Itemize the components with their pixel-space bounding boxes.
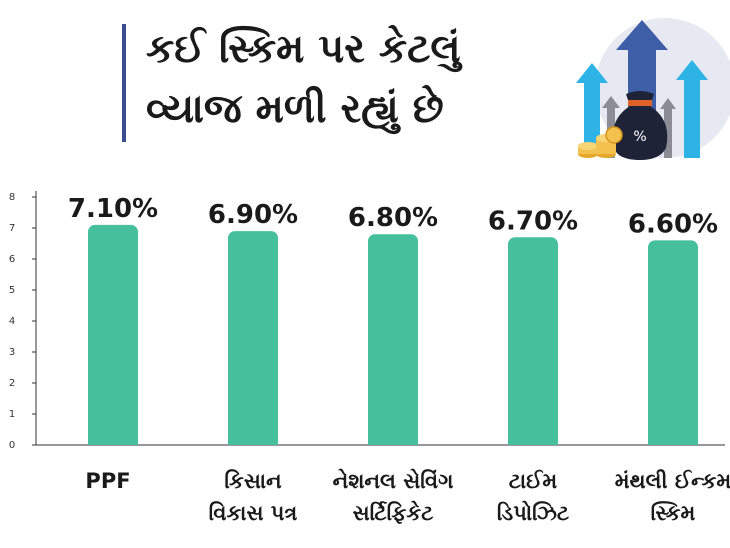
y-tick-label: 5 bbox=[9, 285, 15, 296]
bar-base bbox=[508, 437, 558, 445]
y-tick-label: 2 bbox=[9, 378, 15, 389]
up-arrow-icon bbox=[576, 63, 608, 156]
percent-symbol: % bbox=[633, 129, 646, 145]
x-tick-label-line: ડિપોઝિટ bbox=[496, 501, 570, 525]
y-tick-label: 0 bbox=[9, 440, 15, 451]
bar bbox=[228, 231, 278, 445]
page-title-line-2: વ્યાજ મળી રહ્યું છે bbox=[146, 86, 444, 132]
interest-growth-illustration: % bbox=[576, 18, 730, 160]
up-arrow-icon bbox=[676, 60, 708, 158]
bar bbox=[648, 240, 698, 445]
bar bbox=[88, 224, 138, 445]
coins-icon bbox=[578, 126, 623, 158]
bar bbox=[508, 237, 558, 445]
x-tick-label-line: વિકાસ પત્ર bbox=[208, 501, 298, 525]
interest-rate-bar-chart: 0 1 2 3 4 5 6 7 8 7.10% 6.90% 6.80% 6.70% 6.60% bbox=[9, 191, 725, 451]
bar-value-label: 6.60% bbox=[628, 209, 718, 239]
y-tick-label: 8 bbox=[9, 192, 15, 203]
y-tick-label: 1 bbox=[9, 409, 15, 420]
bar-value-label: 6.70% bbox=[488, 206, 578, 236]
x-tick-label-line: સ્કિમ bbox=[650, 501, 696, 525]
x-tick-label: નેશનલ સેવિંગ સર્ટિફિકેટ bbox=[323, 465, 463, 529]
bar-value-label: 6.90% bbox=[208, 200, 298, 230]
bar-base bbox=[88, 437, 138, 445]
page-title-line-1: કઈ સ્કિમ પર કેટલું bbox=[146, 26, 461, 72]
x-tick-label-line: મંથલી ઈન્કમ bbox=[614, 469, 730, 493]
x-tick-label-line: નેશનલ સેવિંગ bbox=[332, 469, 454, 493]
bar-base bbox=[228, 437, 278, 445]
x-tick-label-line: સર્ટિફિકેટ bbox=[352, 501, 434, 525]
x-tick-label: PPF bbox=[38, 465, 178, 497]
bar-value-label: 6.80% bbox=[348, 203, 438, 233]
bar-base bbox=[648, 437, 698, 445]
y-tick-label: 7 bbox=[9, 223, 15, 234]
x-tick-label: કિસાન વિકાસ પત્ર bbox=[183, 465, 323, 529]
y-tick-label: 3 bbox=[9, 347, 15, 358]
x-tick-label-line: કિસાન bbox=[224, 469, 282, 493]
title-accent-bar bbox=[122, 24, 126, 142]
bar-value-label: 7.10% bbox=[68, 194, 158, 224]
y-tick-label: 4 bbox=[9, 316, 15, 327]
x-tick-label: ટાઈમ ડિપોઝિટ bbox=[463, 465, 603, 529]
bar bbox=[368, 234, 418, 445]
x-tick-label-line: ટાઈમ bbox=[508, 469, 558, 493]
money-bag-icon: % bbox=[612, 91, 668, 160]
y-tick-label: 6 bbox=[9, 254, 15, 265]
x-tick-label: મંથલી ઈન્કમ સ્કિમ bbox=[603, 465, 730, 529]
bar-base bbox=[368, 437, 418, 445]
x-tick-label-line: PPF bbox=[85, 469, 131, 493]
